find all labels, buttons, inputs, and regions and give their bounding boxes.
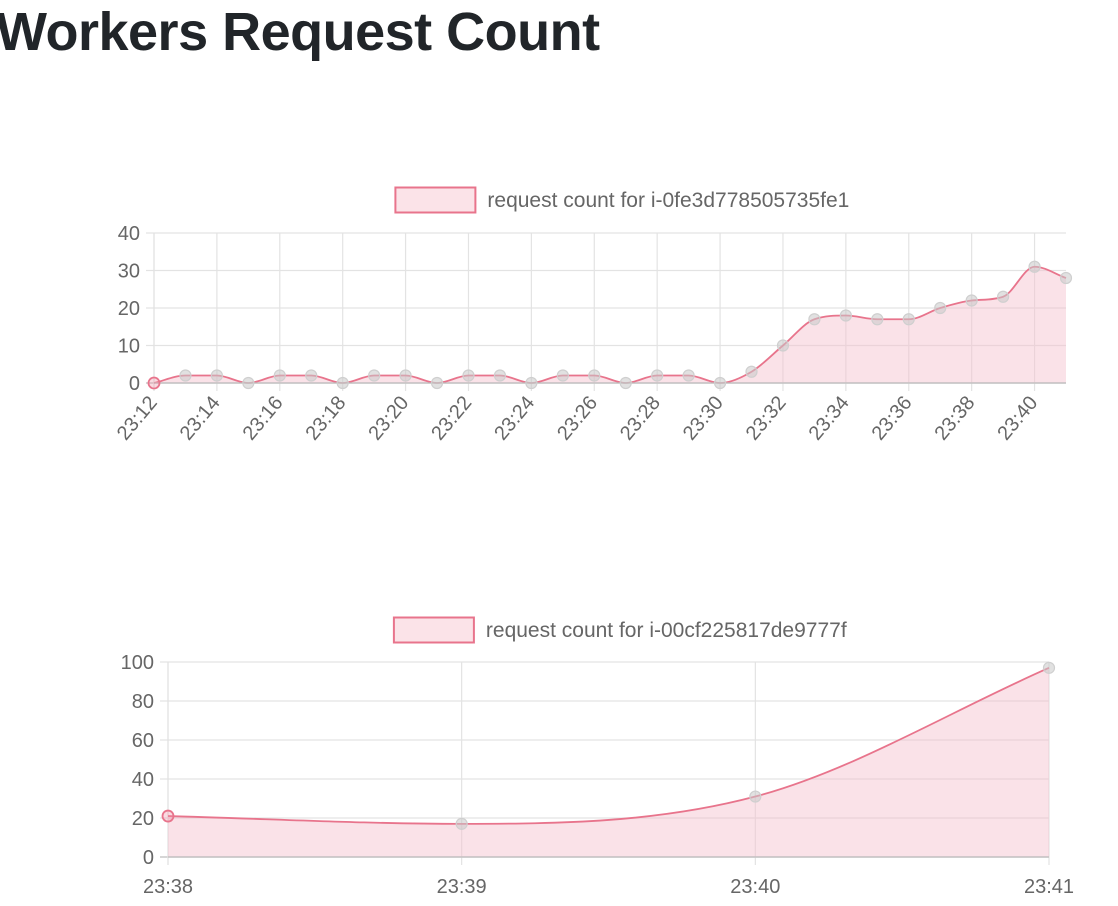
chart-1-point: [871, 313, 884, 326]
chart-2-series-area: [168, 667, 1049, 857]
chart-2-xtick-label: 23:41: [1024, 876, 1074, 898]
chart-1-ytick-label: 40: [118, 223, 140, 245]
chart-1-xtick-label: 23:20: [364, 392, 413, 444]
chart-1-point: [305, 369, 318, 382]
chart-1-point: [336, 376, 349, 390]
chart-1-point: [651, 369, 664, 382]
chart-2-point: [749, 790, 762, 803]
chart-1-point: [808, 313, 821, 326]
chart-1-point: [588, 369, 601, 382]
chart-2-svg: request count for i-00cf225817de9777f 0 20…: [121, 616, 1074, 898]
chart-1-ytick-label: 30: [118, 261, 140, 283]
chart-2-ytick-label: 100: [121, 652, 154, 674]
chart-1-legend-swatch: [394, 186, 477, 214]
chart-1-xtick-label: 23:24: [490, 392, 539, 444]
chart-2-point: [1042, 661, 1056, 674]
chart-1-xtick-label: 23:38: [930, 392, 979, 444]
chart-1-point: [934, 301, 947, 315]
chart-1-xtick-label: 23:18: [301, 392, 350, 444]
chart-1-point: [619, 376, 632, 390]
chart-1-xtick-label: 23:36: [868, 392, 917, 444]
chart-1-point: [556, 369, 569, 382]
chart-1-series-area: [154, 266, 1066, 383]
chart-1-svg: request count for i-0fe3d778505735fe1 0 10…: [113, 186, 1073, 445]
chart-2-xtick-label: 23:38: [143, 876, 193, 898]
chart-1-ytick-label: 20: [118, 298, 140, 320]
chart-1-point: [902, 313, 915, 326]
chart-1-ytick-label: 0: [129, 373, 140, 395]
chart-2-ytick-label: 40: [132, 769, 154, 791]
chart-2-ytick-label: 60: [132, 730, 154, 752]
chart-2-point: [455, 817, 468, 830]
chart-1-point: [242, 376, 255, 390]
page-title: Workers Request Count: [0, 2, 600, 62]
chart-1-point: [965, 294, 978, 307]
chart-1-point: [682, 369, 695, 382]
chart-2-legend-label: request count for i-00cf225817de9777f: [486, 619, 847, 642]
chart-2-legend-swatch: [392, 616, 475, 644]
chart-2-ytick-label: 20: [132, 808, 154, 830]
chart-1-xtick-label: 23:16: [239, 392, 288, 444]
chart-1-point: [273, 369, 286, 382]
chart-1-point: [1028, 260, 1041, 273]
chart-1-legend-label: request count for i-0fe3d778505735fe1: [487, 189, 849, 212]
chart-2-ytick-label: 0: [143, 847, 154, 869]
chart-1-point: [525, 376, 538, 390]
chart-2-xtick-label: 23:39: [437, 876, 487, 898]
chart-1-point: [462, 369, 475, 382]
chart-1-point: [179, 369, 192, 382]
chart-1-point: [493, 369, 507, 382]
chart-1-point: [430, 376, 444, 390]
chart-1-point: [399, 369, 412, 382]
chart-1-xtick-label: 23:32: [742, 392, 791, 444]
chart-1-xtick-label: 23:14: [176, 392, 225, 444]
request-count-chart-2: request count for i-00cf225817de9777f 0 20…: [0, 600, 1118, 906]
chart-1-point: [210, 369, 223, 382]
chart-1-point: [713, 376, 727, 390]
chart-1-point: [147, 376, 161, 390]
chart-1-point: [368, 369, 381, 382]
chart-1-xtick-label: 23:12: [113, 392, 162, 444]
chart-1-xtick-label: 23:22: [427, 392, 476, 444]
chart-2-series-line: [167, 667, 1050, 825]
chart-1-xtick-label: 23:40: [993, 392, 1042, 444]
chart-1-point: [997, 290, 1010, 303]
chart-1-xtick-label: 23:30: [679, 392, 728, 444]
request-count-chart-1: request count for i-0fe3d778505735fe1 0 10…: [0, 170, 1118, 470]
chart-1-xtick-label: 23:26: [553, 392, 602, 444]
chart-1-xtick-label: 23:34: [805, 392, 854, 444]
chart-2-xtick-label: 23:40: [730, 876, 780, 898]
chart-1-point: [776, 339, 790, 352]
chart-2-point: [161, 809, 175, 823]
chart-1-ytick-label: 10: [118, 336, 140, 358]
chart-2-ytick-label: 80: [132, 691, 154, 713]
chart-1-xtick-label: 23:28: [616, 392, 665, 444]
chart-1-point: [1059, 271, 1073, 285]
chart-1-point: [839, 309, 852, 322]
chart-1-point: [745, 365, 758, 378]
